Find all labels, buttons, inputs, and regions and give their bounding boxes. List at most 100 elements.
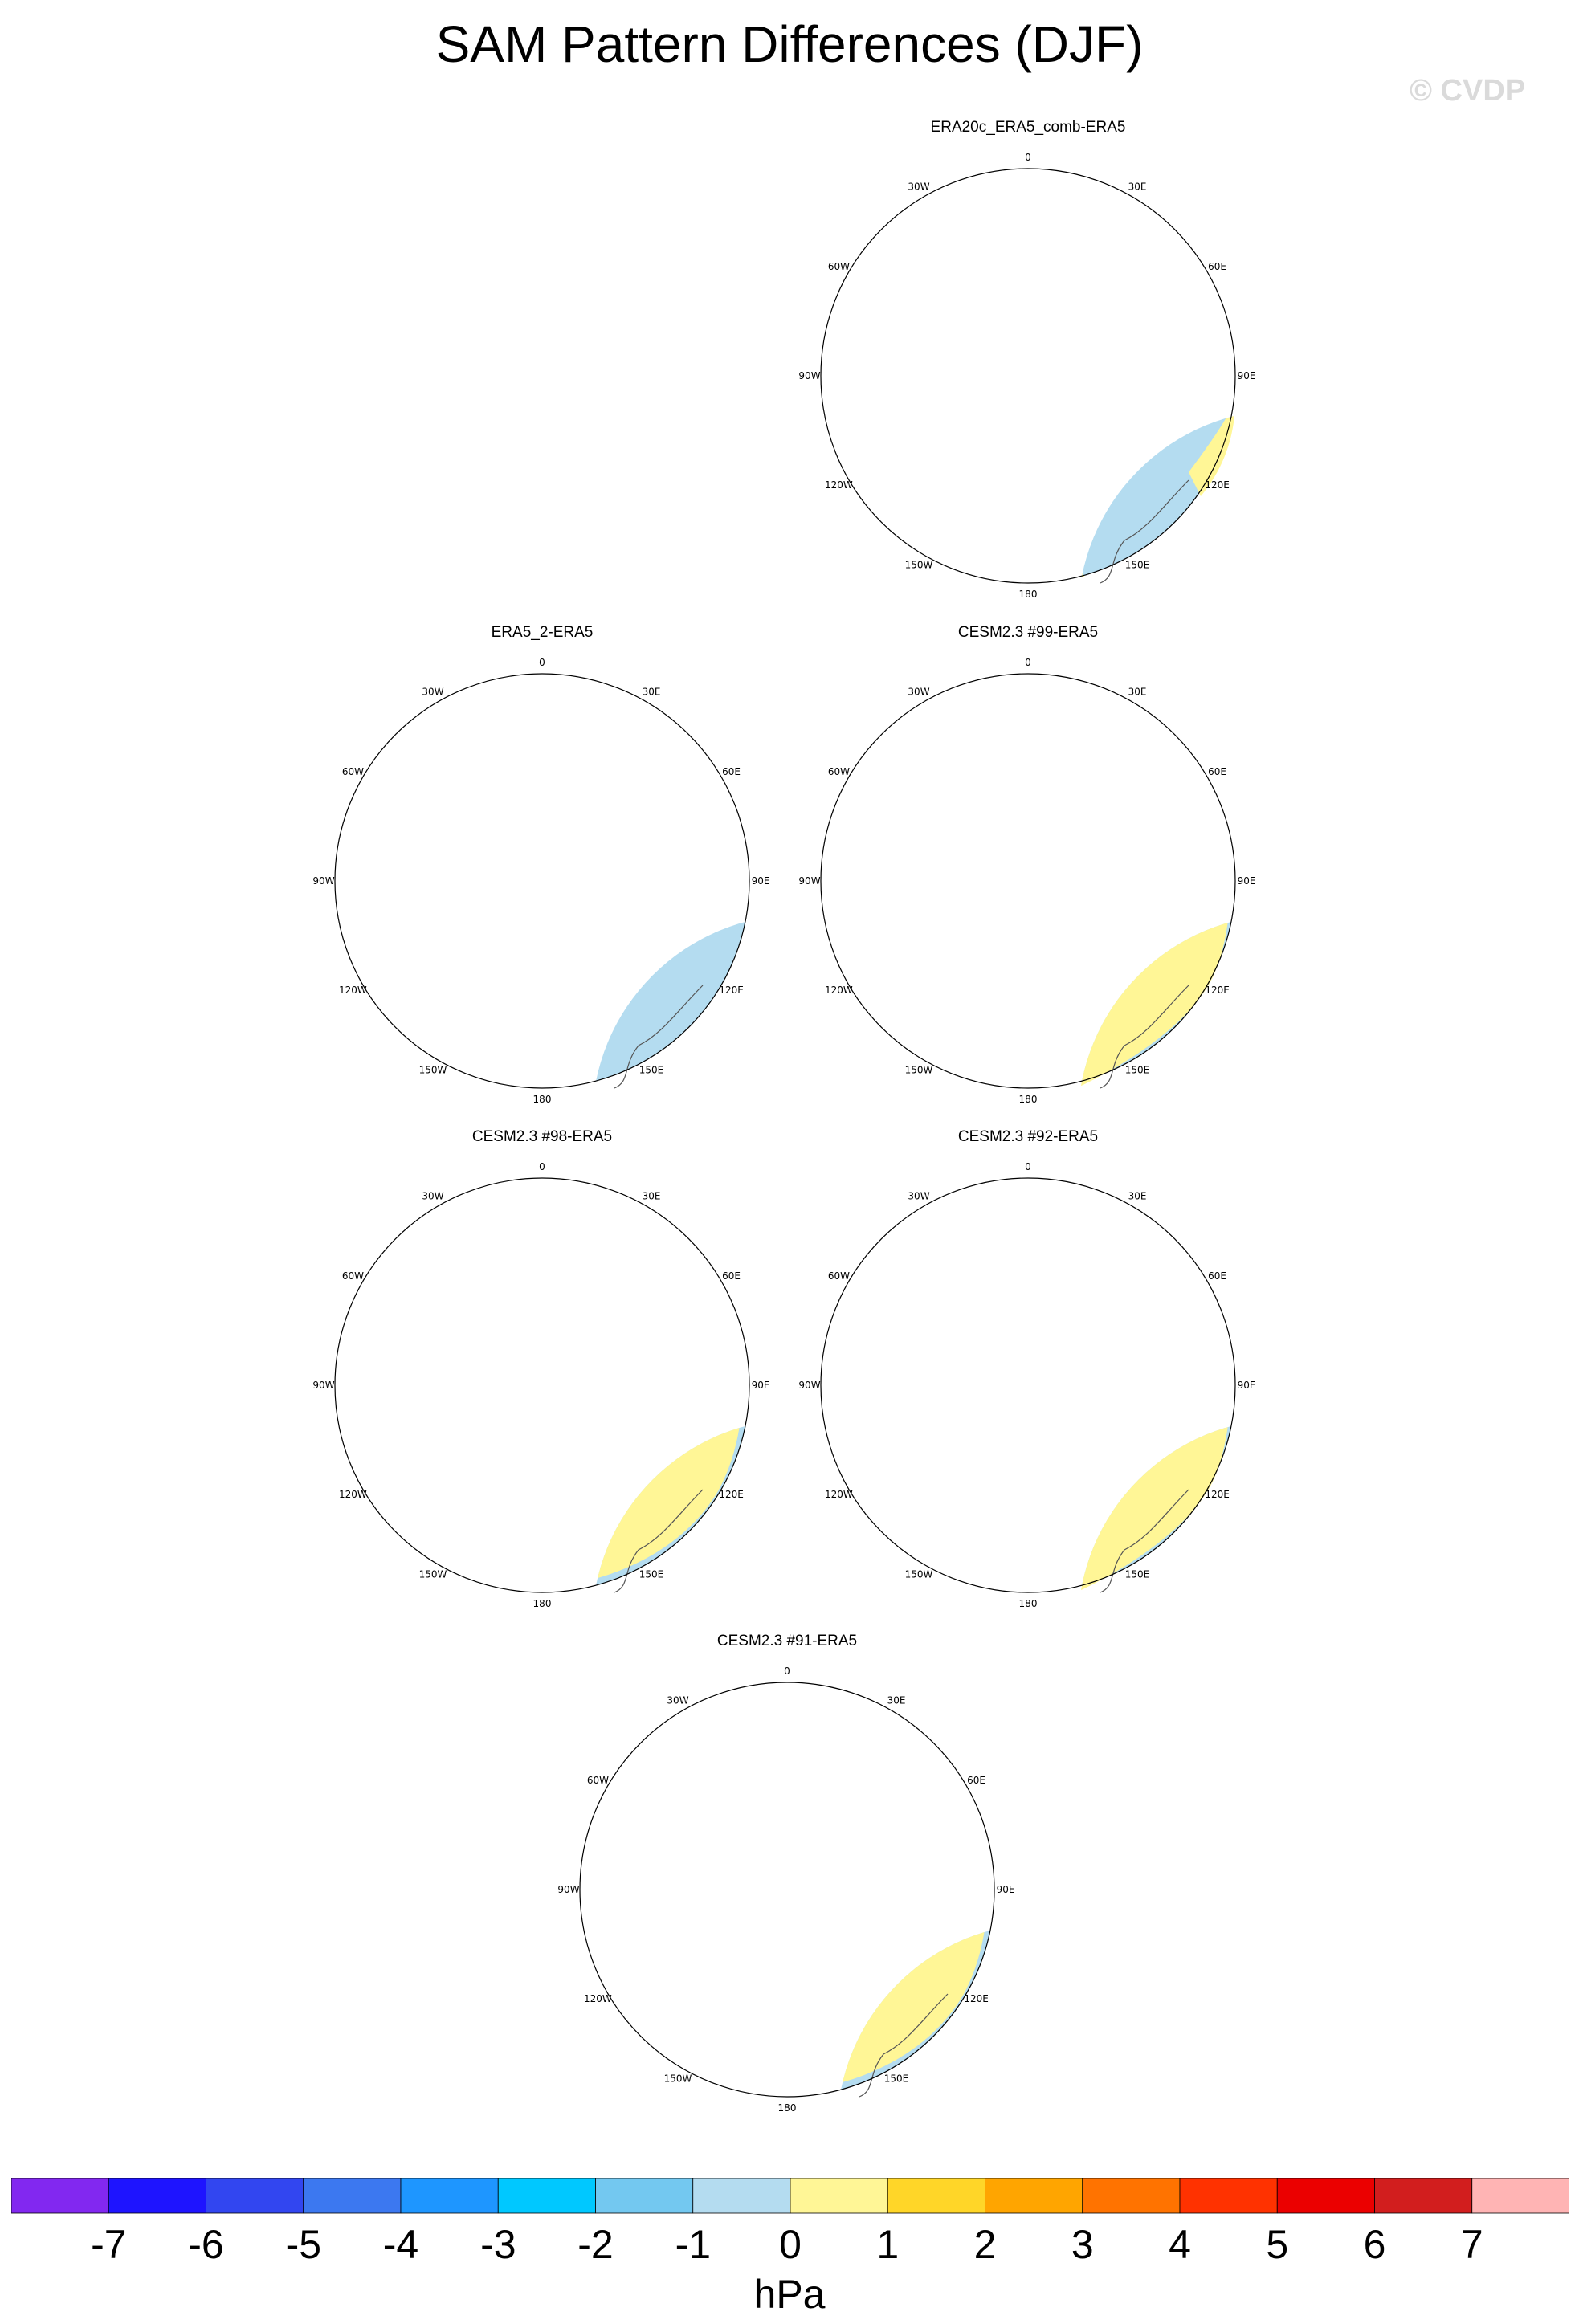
colorbar-tick: -6 — [188, 2222, 224, 2267]
longitude-label: 0 — [1025, 1161, 1031, 1172]
longitude-label: 90W — [312, 1380, 334, 1391]
longitude-label: 60W — [828, 1270, 850, 1282]
panel-title: CESM2.3 #98-ERA5 — [471, 1128, 613, 1145]
colorbar-tick: 1 — [876, 2222, 900, 2267]
contour-region — [1078, 520, 1084, 581]
longitude-label: 120E — [1205, 479, 1230, 491]
longitude-label: 120E — [1205, 1489, 1230, 1500]
contour-region — [753, 2020, 835, 2054]
longitude-label: 30W — [908, 1190, 929, 1201]
colorbar — [11, 2178, 1569, 2214]
longitude-label: 30E — [1128, 1190, 1147, 1201]
colorbar-box — [11, 2178, 109, 2214]
contour-region — [1078, 1481, 1117, 1542]
contour-region — [592, 915, 672, 997]
colorbar-tick: 6 — [1363, 2222, 1386, 2267]
coastline — [381, 1201, 441, 1311]
longitude-label: 150E — [639, 1569, 664, 1580]
longitude-label: 30E — [1128, 686, 1147, 697]
longitude-label: 90E — [752, 875, 770, 887]
longitude-label: 90E — [997, 1884, 1015, 1895]
longitude-label: 150W — [905, 1065, 933, 1076]
coastline — [659, 1806, 731, 1857]
longitude-label: 150W — [905, 1569, 933, 1580]
longitude-label: 60E — [1208, 766, 1226, 777]
longitude-label: 150E — [639, 1065, 664, 1076]
background-level — [1078, 410, 1235, 583]
panel-title: CESM2.3 #92-ERA5 — [957, 1128, 1099, 1145]
polar-map: 0 30E 60E 90E 120E 150E 180 150W 120W 90W 60W 30W — [798, 152, 1255, 600]
coastline — [900, 292, 972, 344]
contour-region — [628, 1295, 671, 1385]
panel-title: CESM2.3 #91-ERA5 — [716, 1633, 858, 1649]
colorbar-box — [1374, 2178, 1473, 2214]
colorbar-box — [303, 2178, 402, 2214]
coastline — [592, 915, 610, 923]
map-panel-cesm-98: CESM2.3 #98-ERA5 0 30E 60E 90E 120E 150E 180 15… — [285, 1128, 799, 1626]
longitude-label: 0 — [784, 1666, 790, 1677]
longitude-label: 120W — [825, 985, 853, 996]
coastline — [1100, 1489, 1189, 1593]
figure-title: SAM Pattern Differences (DJF) — [435, 15, 1144, 73]
longitude-label: 60W — [828, 261, 850, 272]
colorbar-tick: -4 — [382, 2222, 419, 2267]
polar-map: 0 30E 60E 90E 120E 150E 180 150W 120W 90W 60W 30W — [798, 1161, 1256, 1609]
longitude-label: 150W — [419, 1569, 447, 1580]
colorbar-tick: -3 — [480, 2222, 516, 2267]
longitude-label: 90W — [798, 875, 820, 887]
colorbar-unit: hPa — [753, 2272, 826, 2317]
longitude-label: 120W — [339, 985, 367, 996]
longitude-label: 90W — [798, 1380, 820, 1391]
coastline — [534, 1546, 566, 1592]
longitude-label: 90E — [752, 1380, 770, 1391]
longitude-label: 90E — [1238, 875, 1256, 887]
coastline — [1078, 915, 1096, 923]
contour-fields — [1078, 915, 1235, 1089]
longitude-label: 150E — [1125, 1569, 1150, 1580]
longitude-label: 120E — [719, 985, 744, 996]
longitude-label: 120E — [719, 1489, 744, 1500]
contour-region — [1078, 915, 1086, 950]
longitude-label: 180 — [1019, 589, 1038, 600]
coastline — [1078, 410, 1096, 418]
colorbar-tick: 3 — [1071, 2222, 1094, 2267]
longitude-label: 90E — [1238, 1380, 1256, 1391]
map-boundary — [820, 673, 1236, 1089]
coastline — [1020, 536, 1052, 583]
longitude-label: 120E — [1205, 985, 1230, 996]
map-boundary — [579, 1682, 995, 2098]
longitude-label: 30W — [908, 686, 929, 697]
contour-region — [1078, 915, 1231, 1089]
longitude-label: 120E — [964, 1993, 989, 2004]
longitude-label: 30W — [422, 686, 443, 697]
colorbar-box — [887, 2178, 985, 2214]
longitude-label: 0 — [539, 657, 545, 668]
map-panel-cesm-92: CESM2.3 #92-ERA5 0 30E 60E 90E 120E 150E 180 15… — [771, 1128, 1285, 1626]
contour-region — [837, 1923, 862, 1959]
contour-region — [1078, 1419, 1231, 1593]
longitude-label: 150E — [1125, 560, 1150, 571]
longitude-label: 60E — [1208, 1270, 1226, 1282]
panel-title: CESM2.3 #99-ERA5 — [957, 624, 1099, 641]
coastline — [779, 2050, 811, 2097]
longitude-label: 60W — [587, 1775, 609, 1786]
contour-fields — [381, 1201, 749, 1593]
longitude-label: 120W — [584, 1993, 612, 2004]
longitude-label: 0 — [539, 1161, 545, 1172]
longitude-label: 30W — [667, 1694, 688, 1706]
contour-region — [986, 427, 1025, 450]
map-boundary — [334, 673, 750, 1089]
contour-region — [1078, 1419, 1086, 1454]
map-panel-cesm-91: CESM2.3 #91-ERA5 0 30E 60E 90E 120E 150E 180 15… — [530, 1633, 1044, 2130]
coastline — [614, 985, 704, 1089]
longitude-label: 120W — [825, 1489, 853, 1500]
longitude-label: 180 — [533, 1598, 552, 1609]
coastline — [867, 1201, 927, 1311]
longitude-label: 30W — [422, 1190, 443, 1201]
colorbar-tick: 2 — [973, 2222, 997, 2267]
colorbar-box — [1082, 2178, 1181, 2214]
coastline — [900, 1302, 972, 1353]
contour-region — [508, 1516, 590, 1550]
longitude-label: 30W — [908, 181, 929, 192]
contour-fields — [867, 1201, 1235, 1593]
